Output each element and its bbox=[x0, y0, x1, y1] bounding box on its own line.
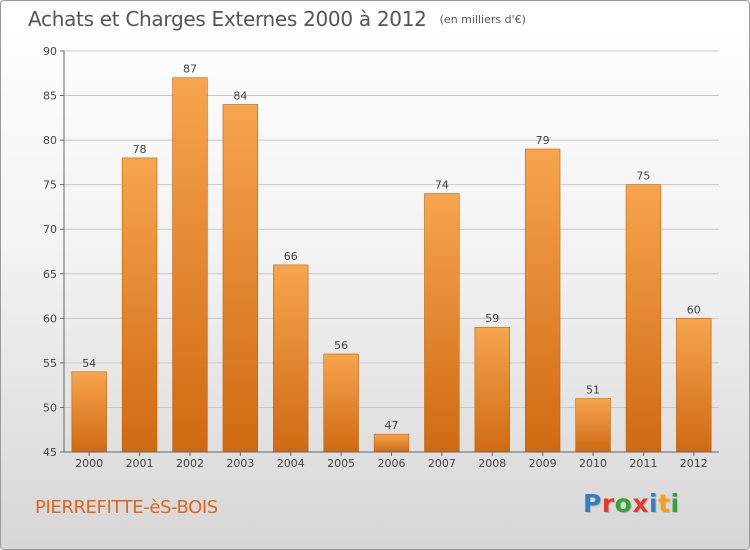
y-tick-label: 65 bbox=[43, 268, 57, 281]
logo-letter: o bbox=[614, 489, 633, 518]
logo-letter: P bbox=[583, 489, 602, 518]
y-tick-label: 60 bbox=[43, 312, 57, 325]
data-label: 51 bbox=[586, 384, 600, 397]
bar bbox=[373, 433, 410, 453]
x-tick-label: 2010 bbox=[579, 457, 607, 470]
y-tick-label: 90 bbox=[43, 45, 57, 58]
data-label: 56 bbox=[334, 339, 348, 352]
x-tick-label: 2001 bbox=[126, 457, 154, 470]
title-row: Achats et Charges Externes 2000 à 2012 (… bbox=[28, 7, 526, 31]
y-tick-label: 55 bbox=[43, 357, 57, 370]
x-tick-label: 2002 bbox=[176, 457, 204, 470]
chart-subtitle: (en milliers d'€) bbox=[439, 13, 526, 26]
y-tick-label: 80 bbox=[43, 134, 57, 147]
data-label: 75 bbox=[636, 170, 650, 183]
chart-title: Achats et Charges Externes 2000 à 2012 bbox=[28, 7, 427, 31]
bar bbox=[273, 264, 309, 453]
bar bbox=[121, 157, 158, 453]
bar bbox=[575, 398, 611, 453]
x-tick-label: 2003 bbox=[226, 457, 254, 470]
data-label: 79 bbox=[536, 134, 550, 147]
data-label: 84 bbox=[233, 89, 247, 102]
bar bbox=[424, 193, 460, 453]
data-label: 66 bbox=[284, 250, 298, 263]
x-tick-label: 2011 bbox=[629, 457, 657, 470]
x-tick-label: 2006 bbox=[378, 457, 406, 470]
data-label: 54 bbox=[82, 357, 96, 370]
bar bbox=[222, 104, 259, 453]
x-tick-label: 2008 bbox=[478, 457, 506, 470]
x-tick-label: 2007 bbox=[428, 457, 456, 470]
axes bbox=[60, 50, 719, 456]
grid-lines bbox=[64, 50, 719, 408]
bar bbox=[676, 318, 712, 453]
y-tick-label: 75 bbox=[43, 179, 57, 192]
data-label: 74 bbox=[435, 179, 449, 192]
x-tick-label: 2000 bbox=[75, 457, 103, 470]
x-tick-label: 2012 bbox=[680, 457, 708, 470]
bar bbox=[323, 353, 359, 453]
logo-letter: x bbox=[632, 489, 649, 518]
logo-letter: r bbox=[601, 489, 615, 518]
bars bbox=[71, 77, 712, 453]
logo-letter: i bbox=[670, 489, 680, 518]
proxiti-logo: Proxiti bbox=[583, 489, 680, 518]
labels: 45 50 55 60 65 70 75 80 85 90 54 2000 78 2001 87 2002 84… bbox=[43, 45, 708, 470]
x-tick-label: 2009 bbox=[529, 457, 557, 470]
y-tick-label: 85 bbox=[43, 90, 57, 103]
logo-letter: t bbox=[658, 489, 671, 518]
bar bbox=[625, 184, 662, 453]
data-label: 60 bbox=[687, 303, 701, 316]
y-tick-label: 45 bbox=[43, 446, 57, 459]
y-tick-label: 50 bbox=[43, 401, 57, 414]
x-tick-label: 2004 bbox=[277, 457, 305, 470]
bar bbox=[71, 371, 107, 453]
commune-name: PIERREFITTE-èS-BOIS bbox=[35, 497, 218, 518]
data-label: 78 bbox=[133, 143, 147, 156]
y-tick-label: 70 bbox=[43, 223, 57, 236]
data-label: 47 bbox=[385, 419, 399, 432]
bar bbox=[524, 148, 561, 453]
logo-letter: i bbox=[649, 489, 659, 518]
bar bbox=[474, 326, 510, 453]
data-label: 59 bbox=[485, 312, 499, 325]
data-label: 87 bbox=[183, 63, 197, 76]
x-tick-label: 2005 bbox=[327, 457, 355, 470]
bar bbox=[172, 77, 208, 453]
